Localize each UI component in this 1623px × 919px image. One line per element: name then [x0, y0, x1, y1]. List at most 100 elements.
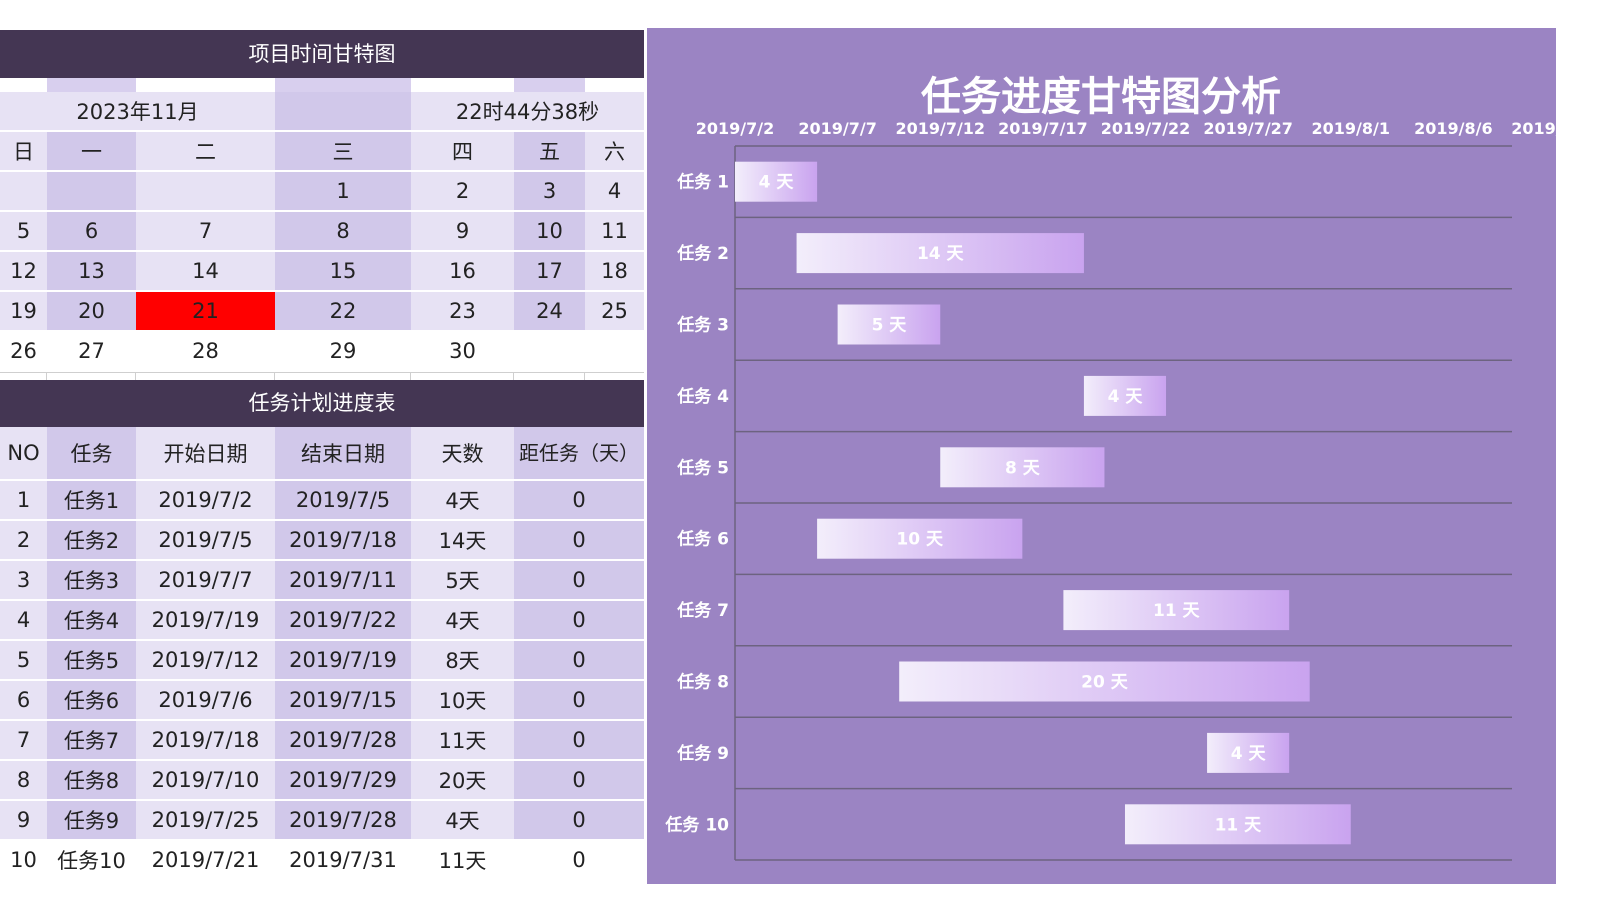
gantt-bar	[1083, 375, 1167, 416]
table-cell: 0	[514, 561, 644, 601]
task-category-label: 任务 7	[676, 600, 729, 621]
table-cell: 8天	[411, 641, 514, 681]
gantt-bar	[1124, 804, 1351, 845]
calendar-day: 22	[275, 292, 411, 332]
border-cell	[585, 372, 644, 380]
table-cell: 任务8	[47, 761, 136, 801]
calendar-info-row: 2023年11月 22时44分38秒	[0, 92, 644, 132]
gantt-bar	[940, 447, 1105, 488]
table-cell: 20天	[411, 761, 514, 801]
x-tick-label: 2019/7/2	[696, 119, 774, 138]
gantt-bar	[1063, 590, 1290, 631]
calendar-day: 29	[275, 332, 411, 372]
weekday-header: 二	[136, 132, 275, 172]
table-cell: 2019/7/2	[136, 481, 275, 521]
strip-cell	[47, 78, 136, 92]
table-cell: 6	[0, 681, 47, 721]
table-cell: 2019/7/18	[136, 721, 275, 761]
strip-cell	[514, 78, 585, 92]
task-category-label: 任务 10	[664, 814, 729, 835]
weekday-header: 三	[275, 132, 411, 172]
calendar-day: 6	[47, 212, 136, 252]
table-cell: 0	[514, 481, 644, 521]
table-cell: 任务5	[47, 641, 136, 681]
bar-data-label: 4 天	[759, 173, 795, 193]
table-cell: 2019/7/11	[275, 561, 411, 601]
table-cell: 10	[0, 841, 47, 881]
calendar-day: 11	[585, 212, 644, 252]
x-tick-label: 2019/7/27	[1203, 119, 1293, 138]
weekday-header: 一	[47, 132, 136, 172]
calendar-day: 14	[136, 252, 275, 292]
table-cell: 11天	[411, 841, 514, 881]
calendar-day: 27	[47, 332, 136, 372]
x-tick-label: 2019/7/17	[998, 119, 1088, 138]
task-category-label: 任务 4	[676, 386, 729, 407]
border-cell	[411, 372, 514, 380]
task-category-label: 任务 8	[676, 672, 729, 693]
table-cell: 5天	[411, 561, 514, 601]
table-cell: 2019/7/19	[136, 601, 275, 641]
table-cell: 0	[514, 761, 644, 801]
gantt-chart: 任务进度甘特图分析 2019/7/2 2019/7/7 2019/7/12 2019/…	[664, 74, 1556, 861]
table-cell: 2019/7/28	[275, 801, 411, 841]
table-cell: 2019/7/22	[275, 601, 411, 641]
table-cell: 2019/7/10	[136, 761, 275, 801]
x-axis-ticks: 2019/7/2 2019/7/7 2019/7/12 2019/7/17 2019/7…	[696, 119, 1556, 138]
gantt-bar	[796, 233, 1084, 274]
x-tick-label: 2019/8/6	[1414, 119, 1492, 138]
table-cell: 2019/7/7	[136, 561, 275, 601]
table-cell: 2	[0, 521, 47, 561]
table-cell: 任务9	[47, 801, 136, 841]
bar-data-label: 11 天	[1215, 815, 1263, 835]
x-tick-label: 2019/7/12	[895, 119, 985, 138]
calendar-day: 18	[585, 252, 644, 292]
table-cell: 2019/7/19	[275, 641, 411, 681]
calendar-day: 12	[0, 252, 47, 292]
strip-cell	[585, 78, 644, 92]
bar-data-label: 4 天	[1108, 387, 1144, 407]
table-cell: 任务10	[47, 841, 136, 881]
table-cell: 任务2	[47, 521, 136, 561]
calendar-day: 13	[47, 252, 136, 292]
table-header: 任务	[47, 427, 136, 481]
x-tick-label: 2019/7/22	[1101, 119, 1191, 138]
table-cell: 0	[514, 681, 644, 721]
calendar-day: 20	[47, 292, 136, 332]
x-tick-label: 2019/8/1	[1312, 119, 1390, 138]
calendar-day: 5	[0, 212, 47, 252]
chart-title: 任务进度甘特图分析	[921, 74, 1281, 120]
strip-cell	[275, 78, 411, 92]
table-cell: 7	[0, 721, 47, 761]
gantt-bar	[899, 661, 1310, 702]
table-cell: 8	[0, 761, 47, 801]
calendar-day: 10	[514, 212, 585, 252]
calendar-day: 1	[275, 172, 411, 212]
border-cell	[514, 372, 585, 380]
calendar-day: 2	[411, 172, 514, 212]
table-cell: 5	[0, 641, 47, 681]
table-cell: 0	[514, 521, 644, 561]
gantt-chart-panel: 任务进度甘特图分析 2019/7/2 2019/7/7 2019/7/12 2019/…	[647, 28, 1556, 884]
x-tick-label: 2019/7/7	[798, 119, 876, 138]
calendar-day	[0, 172, 47, 212]
bar-data-label: 8 天	[1005, 458, 1041, 478]
table-cell: 任务4	[47, 601, 136, 641]
task-category-label: 任务 2	[676, 243, 729, 264]
gantt-bar	[735, 161, 818, 202]
task-category-label: 任务 3	[676, 315, 729, 336]
calendar-day: 24	[514, 292, 585, 332]
task-category-label: 任务 5	[676, 457, 729, 478]
calendar-title: 项目时间甘特图	[0, 30, 644, 78]
calendar-info-spacer	[275, 92, 411, 132]
border-cell	[0, 372, 47, 380]
calendar-day: 17	[514, 252, 585, 292]
table-cell: 2019/7/5	[136, 521, 275, 561]
border-cell	[136, 372, 275, 380]
calendar-decor-strip	[0, 78, 644, 92]
calendar-day: 25	[585, 292, 644, 332]
bar-data-label: 4 天	[1231, 744, 1267, 764]
table-cell: 3	[0, 561, 47, 601]
table-cell: 2019/7/28	[275, 721, 411, 761]
table-cell: 10天	[411, 681, 514, 721]
